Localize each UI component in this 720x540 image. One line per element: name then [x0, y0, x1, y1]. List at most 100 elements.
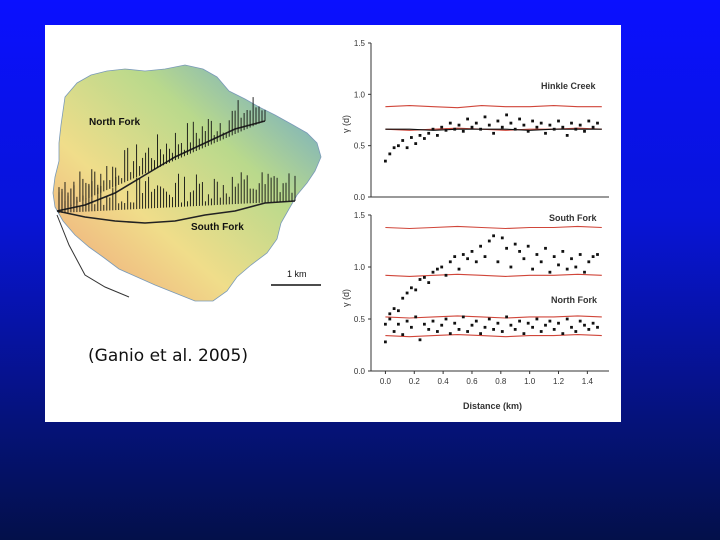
fork-data-point [492, 328, 495, 331]
fork-x-tick-label: 0.8 [495, 377, 507, 386]
hinkle-data-point [457, 123, 461, 127]
fork-data-point [518, 319, 521, 323]
north-fork-chart-label: North Fork [551, 295, 598, 305]
fork-data-point [410, 325, 413, 329]
hinkle-data-point [448, 121, 452, 125]
fork-y-tick-label: 1.0 [354, 263, 366, 272]
fork-data-point [479, 332, 482, 335]
fork-data-point [483, 325, 487, 329]
fork-data-point [436, 267, 439, 271]
hinkle-creek-axes: 0.0 0.5 1.0 1.5 [354, 39, 609, 202]
fork-reference-line-2 [385, 315, 602, 319]
fork-data-point [401, 333, 405, 336]
fork-data-point [531, 325, 534, 329]
fork-data-point [500, 330, 504, 333]
fork-data-point [405, 319, 409, 323]
fork-data-point [574, 330, 578, 333]
fork-data-point [596, 253, 599, 256]
fork-data-point [578, 319, 582, 323]
hinkle-data-point [544, 131, 547, 135]
hinkle-data-point [414, 142, 418, 145]
fork-data-point [474, 260, 478, 264]
fork-data-point [522, 332, 526, 335]
fork-y-tick-label: 1.5 [354, 211, 366, 220]
hinkle-data-point [505, 113, 508, 117]
fork-data-point [405, 291, 409, 295]
fork-data-point [457, 328, 461, 331]
hinkle-data-point [557, 119, 560, 123]
fork-data-point [414, 288, 418, 292]
fork-x-tick-label: 0.0 [380, 377, 392, 386]
hinkle-data-point [591, 125, 595, 129]
fork-data-point [431, 319, 435, 323]
fork-data-point [565, 267, 569, 271]
hinkle-data-point [440, 125, 444, 129]
hinkle-y-tick-label: 1.0 [354, 90, 366, 99]
hinkle-data-point [397, 144, 400, 148]
figure-svg: North Fork South Fork 1 km 0.0 0.5 1.0 1.5 … [52, 39, 609, 411]
fork-data-point [427, 328, 431, 331]
hinkle-data-point [427, 131, 431, 135]
fork-data-point [535, 253, 539, 256]
fork-data-point [561, 332, 565, 335]
fork-data-point [397, 309, 400, 313]
fork-data-point [539, 330, 543, 333]
fork-data-point [557, 321, 560, 325]
fork-data-point [539, 260, 543, 264]
fork-data-point [509, 265, 513, 269]
hinkle-data-point [483, 115, 487, 119]
hinkle-data-point [461, 129, 465, 133]
fork-data-point [583, 270, 586, 274]
hinkle-data-point [479, 127, 482, 131]
fork-data-point [384, 340, 387, 344]
fork-data-point [410, 286, 413, 290]
fork-data-point [526, 321, 530, 325]
hinkle-data-point [526, 129, 530, 133]
hinkle-data-point [522, 123, 526, 127]
fork-data-point [574, 265, 578, 269]
fork-data-point [496, 260, 500, 264]
fork-reference-line-0 [385, 225, 602, 230]
fork-data-point [466, 257, 469, 261]
hinkle-data-point [552, 127, 556, 131]
hinkle-data-point [470, 125, 474, 129]
fork-reference-line-3 [385, 334, 602, 338]
main-channel [56, 214, 130, 298]
fork-data-point [496, 321, 500, 325]
south-fork-chart-label: South Fork [549, 213, 597, 223]
fork-data-point [414, 315, 418, 319]
fork-data-point [461, 315, 465, 319]
hinkle-data-point [410, 136, 413, 139]
hinkle-data-point [535, 125, 539, 129]
north-fork-map-label: North Fork [89, 117, 141, 128]
fork-data-point [591, 255, 595, 258]
fork-data-point [457, 267, 461, 271]
fork-data-point [583, 323, 586, 327]
hinkle-data-point [388, 152, 392, 156]
fork-x-tick-label: 1.2 [553, 377, 565, 386]
hinkle-data-point [548, 123, 552, 127]
fork-data-point [578, 253, 582, 256]
fork-data-point [392, 307, 396, 310]
hinkle-data-point [405, 146, 409, 150]
hinkle-data-point [392, 146, 396, 150]
fork-data-point [535, 317, 539, 321]
hinkle-data-point [578, 123, 582, 127]
hinkle-reference-line-0 [385, 105, 602, 109]
fork-data-point [431, 270, 435, 274]
fork-data-point [548, 319, 552, 323]
fork-reference-line-1 [385, 273, 602, 277]
citation-text: (Ganio et al. 2005) [88, 346, 248, 366]
hinkle-creek-label: Hinkle Creek [541, 81, 597, 91]
fork-data-point [565, 317, 569, 321]
hinkle-data-point [466, 117, 469, 121]
fork-data-point [596, 325, 599, 329]
fork-data-point [388, 312, 392, 316]
fork-data-point [591, 321, 595, 325]
hinkle-data-point [565, 134, 569, 137]
hinkle-y-tick-label: 0.0 [354, 193, 366, 202]
fork-data-point [487, 317, 491, 321]
watershed-map: North Fork South Fork 1 km [52, 64, 322, 302]
fork-data-point [505, 246, 508, 250]
fork-data-point [526, 244, 530, 248]
